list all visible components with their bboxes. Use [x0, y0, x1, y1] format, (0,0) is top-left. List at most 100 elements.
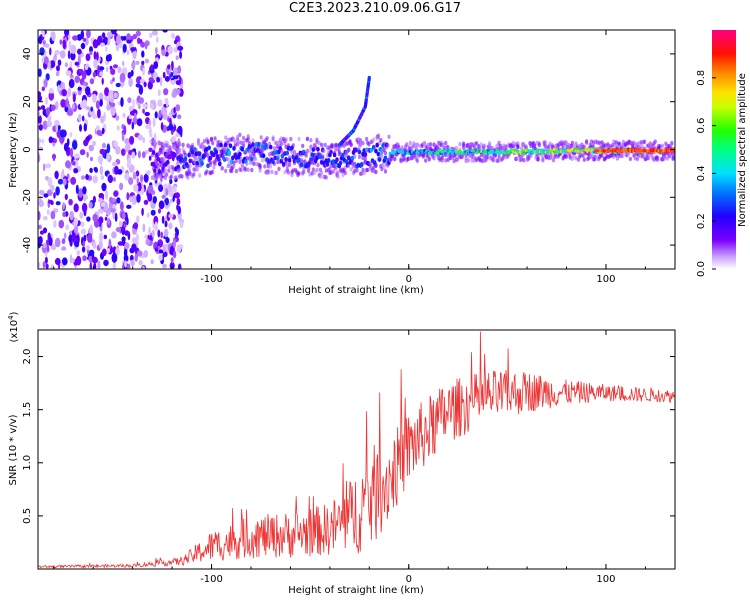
noise-cell	[142, 223, 146, 233]
noise-cell	[159, 76, 163, 87]
ridge-cell	[325, 161, 330, 167]
noise-cell	[177, 114, 182, 120]
noise-cell	[62, 257, 68, 266]
noise-cell	[96, 129, 102, 136]
noise-cell	[174, 88, 181, 95]
noise-cell	[54, 170, 59, 179]
noise-cell	[51, 31, 56, 42]
noise-cell	[103, 112, 106, 122]
noise-cell	[61, 238, 66, 245]
halo-cell	[393, 156, 397, 162]
noise-cell	[82, 37, 87, 42]
halo-cell	[511, 144, 515, 149]
noise-cell	[38, 68, 42, 77]
noise-cell	[72, 93, 76, 103]
noise-cell	[65, 70, 72, 77]
noise-cell	[71, 103, 76, 110]
noise-cell	[83, 99, 87, 108]
halo-cell	[458, 142, 462, 147]
colorbar: 0.0 0.2 0.4 0.6 0.8 Normalized spectral ampl…	[696, 30, 748, 277]
noise-cell	[43, 78, 48, 88]
noise-cell	[113, 64, 118, 69]
noise-cell	[108, 238, 112, 249]
halo-cell	[353, 169, 357, 174]
noise-cell	[174, 227, 178, 233]
halo-cell	[209, 136, 214, 141]
noise-cell	[97, 197, 104, 203]
noise-cell	[137, 150, 141, 159]
noise-cell	[164, 188, 169, 196]
halo-cell	[585, 140, 589, 145]
noise-cell	[38, 210, 41, 221]
halo-cell	[643, 139, 647, 144]
halo-cell	[543, 140, 547, 145]
colorbar-tick-label: 0.6	[696, 118, 707, 134]
halo-cell	[480, 158, 485, 164]
ridge-cell	[162, 163, 166, 168]
snr-frame	[37, 329, 676, 570]
noise-cell	[138, 84, 144, 95]
ridge-cell	[299, 162, 304, 168]
noise-cell	[73, 203, 79, 213]
halo-cell	[361, 155, 365, 161]
noise-cell	[64, 193, 68, 200]
noise-cell	[136, 250, 143, 257]
noise-cell	[99, 71, 104, 76]
halo-cell	[570, 140, 575, 146]
noise-cell	[86, 216, 91, 222]
noise-cell	[175, 104, 181, 112]
noise-cell	[101, 142, 107, 149]
noise-cell	[130, 47, 137, 52]
noise-cell	[42, 120, 48, 130]
halo-cell	[436, 145, 440, 150]
halo-cell	[260, 158, 264, 163]
halo-cell	[361, 140, 365, 146]
halo-cell	[454, 145, 459, 151]
halo-cell	[341, 172, 345, 178]
noise-cell	[152, 196, 157, 204]
noise-cell	[146, 170, 151, 176]
noise-cell	[171, 60, 174, 71]
noise-cell	[148, 119, 152, 127]
halo-cell	[226, 140, 230, 146]
noise-cell	[47, 115, 52, 121]
halo-cell	[432, 156, 436, 161]
halo-cell	[310, 171, 314, 176]
colorbar-ticks: 0.0 0.2 0.4 0.6 0.8	[696, 70, 716, 277]
noise-cell	[84, 64, 89, 71]
noise-cell	[97, 65, 100, 75]
halo-cell	[217, 140, 221, 145]
ridge-cell	[375, 142, 380, 148]
noise-cell	[158, 200, 165, 210]
noise-cell	[133, 184, 139, 192]
noise-cell	[110, 79, 113, 85]
noise-cell	[41, 30, 45, 38]
halo-cell	[205, 169, 209, 174]
noise-cell	[100, 202, 106, 208]
halo-cell	[305, 148, 309, 154]
noise-cell	[106, 97, 110, 106]
noise-cell	[85, 174, 89, 180]
halo-cell	[180, 154, 184, 159]
noise-cell	[173, 106, 176, 114]
ridge-cell	[316, 146, 320, 152]
ridge-cell	[268, 144, 273, 150]
halo-cell	[491, 156, 495, 162]
noise-cell	[162, 71, 166, 79]
spectrogram-panel: -100 0 100 -40 -20 0 20 40 Height of straight l…	[8, 29, 676, 296]
ridge-cell	[214, 149, 219, 155]
halo-cell	[291, 143, 295, 148]
noise-cell	[158, 254, 163, 261]
halo-cell	[156, 166, 160, 171]
halo-cell	[353, 154, 357, 159]
halo-cell	[405, 142, 409, 147]
noise-cell	[117, 66, 122, 74]
noise-cell	[145, 238, 150, 246]
noise-cell	[108, 89, 114, 100]
noise-cell	[62, 211, 66, 217]
noise-cell	[168, 213, 174, 219]
noise-cell	[131, 243, 137, 252]
noise-cell	[176, 204, 179, 211]
noise-cell	[144, 58, 150, 64]
halo-cell	[452, 158, 456, 164]
